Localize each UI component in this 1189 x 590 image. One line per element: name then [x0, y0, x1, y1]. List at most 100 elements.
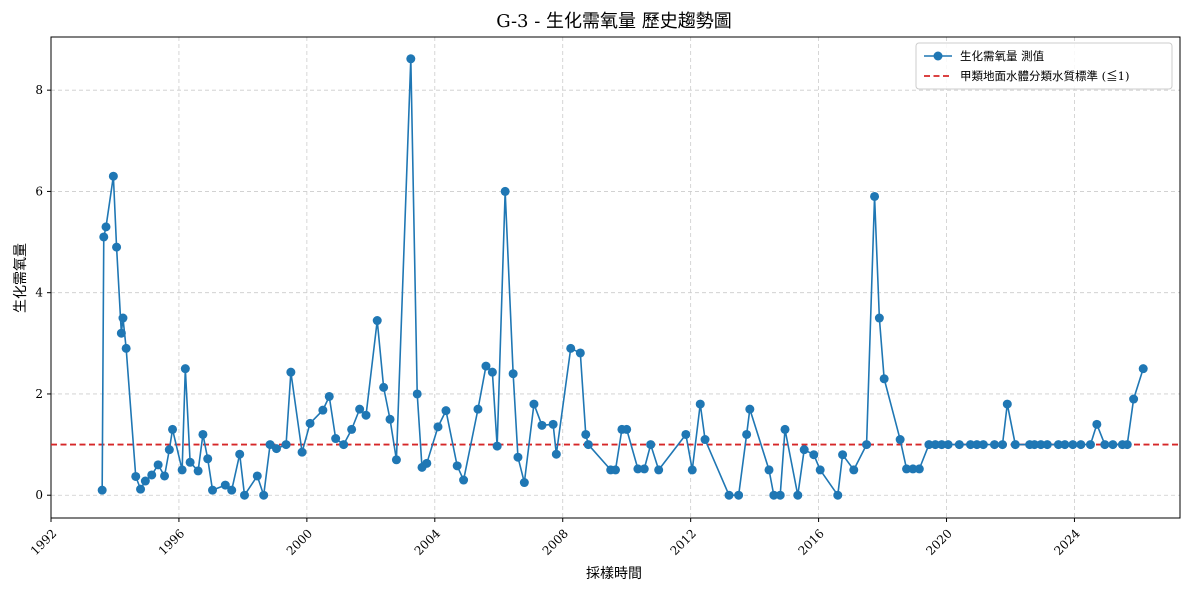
data-point: [153, 460, 163, 470]
data-point: [1108, 440, 1118, 450]
data-point: [581, 429, 591, 439]
data-point: [687, 465, 697, 475]
data-point: [566, 343, 576, 353]
data-point: [862, 440, 872, 450]
data-point: [500, 186, 510, 196]
data-point: [131, 471, 141, 481]
data-point: [809, 450, 819, 460]
data-point: [391, 455, 401, 465]
plot-frame: [50, 36, 1181, 519]
data-point: [874, 313, 884, 323]
data-point: [930, 440, 940, 450]
data-point: [633, 464, 643, 474]
legend-label-standard: 甲類地面水體分類水質標準 (≦1): [960, 69, 1129, 83]
data-point: [1068, 440, 1078, 450]
data-point: [622, 424, 632, 434]
y-tick-label: 4: [35, 286, 43, 300]
legend-box: [915, 42, 1173, 90]
data-point: [519, 478, 529, 488]
data-point: [639, 464, 649, 474]
data-point: [1042, 440, 1052, 450]
data-point: [1122, 440, 1132, 450]
data-point: [433, 422, 443, 432]
data-point: [112, 242, 122, 252]
data-point: [1129, 394, 1139, 404]
data-point: [815, 465, 825, 475]
data-point: [286, 367, 296, 377]
data-point: [537, 420, 547, 430]
data-point: [422, 458, 432, 468]
data-point: [168, 424, 178, 434]
data-point: [1002, 399, 1012, 409]
data-point: [700, 435, 710, 445]
data-point: [160, 471, 170, 481]
data-point: [185, 457, 195, 467]
data-point: [775, 490, 785, 500]
data-point: [193, 466, 203, 476]
data-point: [954, 440, 964, 450]
data-point: [997, 440, 1007, 450]
data-point: [838, 450, 848, 460]
data-point: [914, 464, 924, 474]
legend-label-measured: 生化需氧量 測值: [960, 49, 1045, 63]
y-tick-label: 2: [35, 387, 43, 401]
data-point: [452, 461, 462, 471]
data-point: [361, 410, 371, 420]
data-point: [355, 404, 365, 414]
data-point: [769, 490, 779, 500]
data-point: [895, 435, 905, 445]
y-tick-label: 6: [35, 184, 43, 198]
data-point: [695, 399, 705, 409]
data-point: [1053, 440, 1063, 450]
data-point: [208, 485, 218, 495]
data-point: [908, 464, 918, 474]
data-point: [481, 361, 491, 371]
data-point: [379, 382, 389, 392]
data-point: [121, 343, 131, 353]
data-point: [924, 440, 934, 450]
data-point: [870, 191, 880, 201]
data-point: [164, 445, 174, 455]
data-point: [1085, 440, 1095, 450]
data-point: [177, 465, 187, 475]
data-point: [203, 454, 213, 464]
legend-marker-measured: [933, 51, 943, 61]
data-point: [347, 424, 357, 434]
data-point: [681, 429, 691, 439]
data-point: [101, 222, 111, 232]
y-tick-label: 0: [35, 488, 43, 502]
data-point: [551, 449, 561, 459]
data-point: [240, 490, 249, 500]
data-point: [99, 232, 109, 242]
data-point: [406, 54, 416, 64]
chart-title: G-3 - 生化需氧量 歷史趨勢圖: [496, 11, 732, 32]
data-point: [978, 440, 988, 450]
data-point: [583, 440, 593, 450]
data-point: [793, 490, 803, 500]
data-point: [879, 374, 889, 384]
data-point: [745, 404, 755, 414]
data-point: [611, 465, 620, 475]
data-point: [118, 313, 128, 323]
data-point: [259, 490, 269, 500]
data-point: [492, 441, 502, 451]
data-point: [734, 490, 744, 500]
data-point: [473, 404, 483, 414]
data-point: [305, 418, 315, 428]
data-point: [1138, 364, 1148, 374]
data-point: [339, 440, 349, 450]
data-point: [646, 440, 656, 450]
data-point: [140, 476, 150, 486]
data-point: [902, 464, 912, 474]
data-point: [235, 449, 245, 459]
data-point: [265, 440, 275, 450]
data-point: [220, 480, 230, 490]
data-point: [943, 440, 953, 450]
data-point: [324, 391, 334, 401]
data-point: [990, 440, 999, 450]
data-point: [385, 414, 395, 424]
data-point: [937, 440, 947, 450]
y-tick-label: 8: [35, 83, 43, 97]
